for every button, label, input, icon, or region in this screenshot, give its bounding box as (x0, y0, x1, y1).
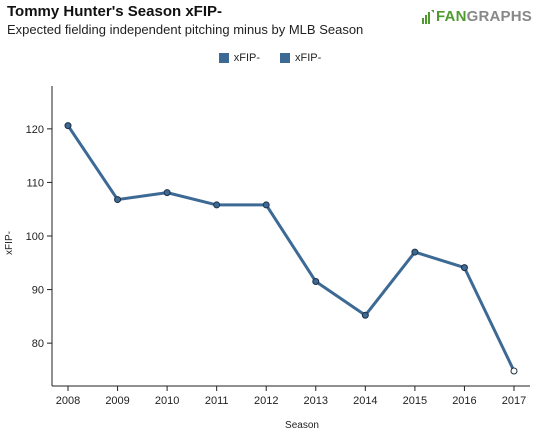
x-tick-label: 2012 (254, 395, 278, 407)
x-tick-label: 2010 (155, 395, 179, 407)
y-tick-label: 80 (32, 338, 44, 350)
x-tick-label: 2017 (502, 395, 526, 407)
chart-title: Tommy Hunter's Season xFIP- (7, 3, 223, 20)
data-point (262, 201, 270, 209)
legend-label: xFIP- (233, 52, 260, 64)
x-tick-label: 2014 (353, 395, 377, 407)
data-point (114, 196, 122, 204)
fangraphs-logo: FAN GRAPHS (422, 8, 532, 25)
x-tick-label: 2013 (304, 395, 328, 407)
legend-swatch-icon (218, 53, 229, 63)
x-tick-label: 2015 (403, 395, 427, 407)
x-tick-label: 2016 (452, 395, 476, 407)
x-axis-title: Season (285, 420, 319, 431)
data-point (213, 201, 221, 209)
chart-series (64, 122, 518, 375)
y-tick-label: 120 (26, 124, 44, 136)
legend-item[interactable]: xFIP- (218, 52, 260, 64)
chart-legend: xFIP- xFIP- (0, 52, 540, 64)
y-axis-title: xFIP- (4, 231, 15, 255)
legend-label: xFIP- (295, 52, 322, 64)
logo-fan-text: FAN (436, 8, 467, 25)
data-point (361, 311, 369, 319)
y-tick-label: 110 (26, 177, 44, 189)
x-tick-label: 2009 (105, 395, 129, 407)
y-tick-label: 90 (32, 285, 44, 297)
legend-item[interactable]: xFIP- (280, 52, 321, 64)
logo-graphs-text: GRAPHS (466, 8, 532, 25)
chart-subtitle: Expected fielding independent pitching m… (7, 22, 364, 37)
fangraphs-leaf-icon (422, 9, 435, 24)
data-point (163, 189, 171, 197)
data-point (64, 122, 72, 130)
legend-swatch-icon (280, 53, 290, 63)
chart-axes: 80 90 100 110 120 2008 2009 2010 2011 2012 2013 201… (26, 86, 530, 407)
data-point (312, 278, 320, 286)
y-tick-label: 100 (26, 231, 44, 243)
data-point (460, 264, 468, 272)
x-tick-label: 2011 (205, 395, 229, 407)
x-tick-label: 2008 (56, 395, 80, 407)
series-line (66, 124, 516, 373)
data-point (510, 367, 518, 375)
data-point (411, 248, 419, 256)
